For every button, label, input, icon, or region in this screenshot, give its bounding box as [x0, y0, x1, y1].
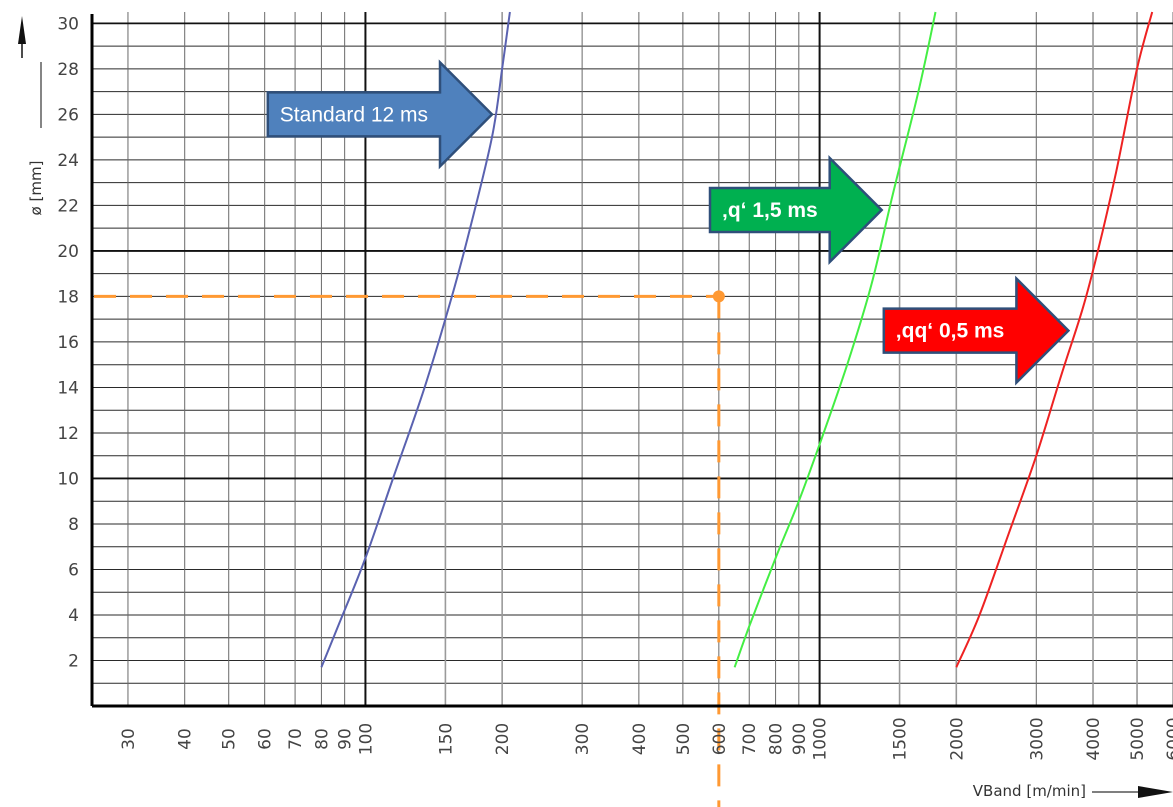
x-tick-label: 5000 [1128, 717, 1148, 760]
y-tick-label: 30 [57, 14, 79, 34]
x-tick-label: 800 [767, 723, 787, 755]
reference-point [712, 290, 725, 303]
x-tick-label: 100 [356, 723, 376, 755]
x-tick-label: 200 [493, 723, 513, 755]
y-tick-label: 8 [68, 515, 79, 535]
x-tick-label: 80 [312, 728, 332, 750]
y-tick-label: 16 [57, 333, 79, 353]
x-tick-label: 2000 [947, 717, 967, 760]
annotation-label: ‚q‘ 1,5 ms [722, 199, 818, 222]
series-line-3 [955, 11, 1154, 668]
grid-minor [92, 12, 1173, 706]
y-tick-label: 18 [57, 287, 79, 307]
y-tick-label: 2 [68, 651, 79, 671]
x-axis-arrow [1138, 786, 1173, 798]
y-axis-arrow [18, 16, 26, 44]
annotation-arrow-shape [266, 59, 494, 170]
x-tick-label: 900 [790, 723, 810, 755]
y-tick-label: 10 [57, 469, 79, 489]
series-line-1 [320, 11, 511, 668]
x-tick-label: 40 [176, 728, 196, 750]
x-tick-label: 30 [119, 728, 139, 750]
grid-major [92, 12, 1173, 706]
x-tick-label: 50 [220, 728, 240, 750]
reference-layer [94, 290, 725, 807]
y-tick-label: 14 [57, 378, 79, 398]
x-tick-label: 150 [436, 723, 456, 755]
x-tick-label: 500 [674, 723, 694, 755]
annotation-arrow-shape [882, 275, 1071, 386]
x-tick-label: 600 [710, 723, 730, 755]
annotation-label: ‚qq‘ 0,5 ms [896, 320, 1005, 343]
x-tick-label: 1000 [811, 717, 831, 760]
y-axis-label: ø [mm] [27, 161, 45, 216]
y-tick-label: 24 [57, 151, 79, 171]
y-tick-label: 26 [57, 105, 79, 125]
x-tick-label: 4000 [1084, 717, 1104, 760]
y-tick-label: 12 [57, 424, 79, 444]
x-tick-label: 400 [630, 723, 650, 755]
annotation-label: Standard 12 ms [280, 103, 428, 126]
x-axis-label: VBand [m/min] [973, 782, 1086, 800]
annotation-arrow-shape [708, 154, 884, 266]
series-line-2 [733, 11, 937, 668]
annotation-2: ‚q‘ 1,5 ms [708, 154, 884, 266]
annotation-3: ‚qq‘ 0,5 ms [882, 275, 1071, 386]
x-tick-label: 1500 [891, 717, 911, 760]
annotation-1: Standard 12 ms [266, 59, 494, 170]
x-tick-label: 90 [336, 728, 356, 750]
x-tick-label: 300 [573, 723, 593, 755]
series-layer [320, 11, 1154, 668]
annotations: Standard 12 ms ‚q‘ 1,5 ms ‚qq‘ 0,5 ms [266, 59, 1071, 386]
axis-labels: ø [mm] VBand [m/min] [27, 161, 1086, 800]
y-tick-label: 4 [68, 606, 79, 626]
x-tick-label: 70 [286, 728, 306, 750]
y-tick-label: 28 [57, 60, 79, 80]
axes-layer [18, 14, 1173, 798]
x-tick-label: 60 [256, 728, 276, 750]
y-tick-label: 6 [68, 560, 79, 580]
x-tick-label: 6000 [1164, 717, 1173, 760]
x-tick-label: 700 [740, 723, 760, 755]
x-tick-label: 3000 [1027, 717, 1047, 760]
y-tick-label: 22 [57, 196, 79, 216]
y-tick-label: 20 [57, 242, 79, 262]
